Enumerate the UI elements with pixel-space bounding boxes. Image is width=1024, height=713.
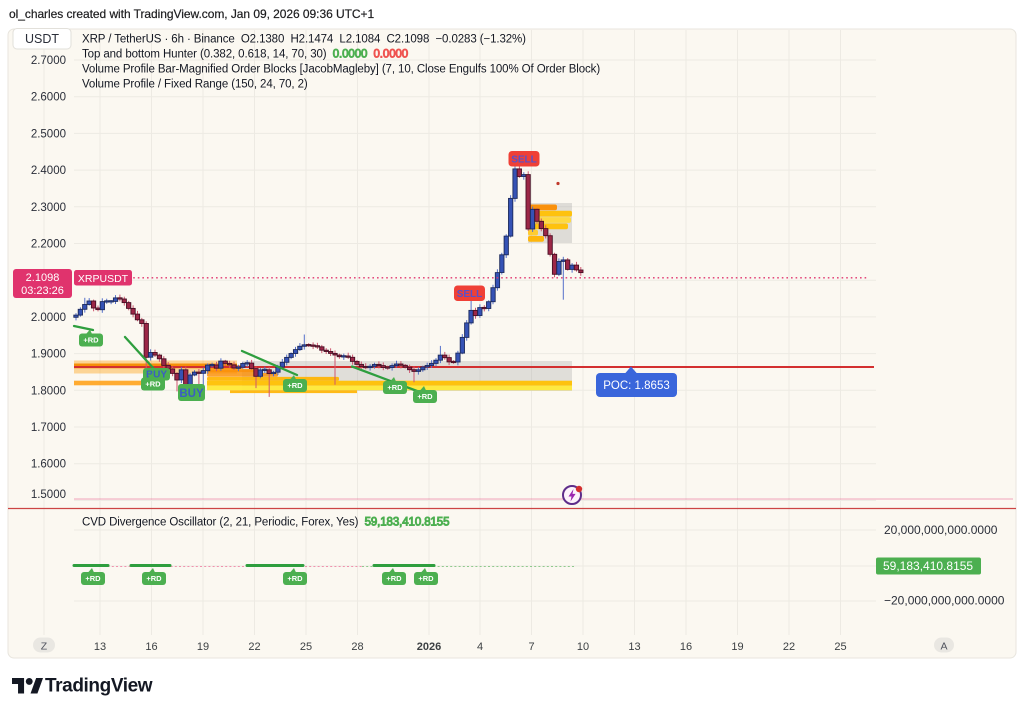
svg-text:POC: 1.8653: POC: 1.8653 — [603, 380, 669, 392]
svg-text:2026: 2026 — [417, 641, 441, 653]
svg-text:+RD: +RD — [83, 336, 99, 345]
svg-text:7: 7 — [528, 641, 534, 653]
svg-text:59,183,410.8155: 59,183,410.8155 — [883, 559, 973, 573]
svg-text:2.2000: 2.2000 — [31, 239, 66, 251]
svg-text:+RD: +RD — [85, 574, 101, 583]
svg-text:−20,000,000,000.0000: −20,000,000,000.0000 — [884, 594, 1005, 608]
svg-text:1.5000: 1.5000 — [31, 489, 66, 501]
svg-text:1.6000: 1.6000 — [31, 459, 66, 471]
svg-text:28: 28 — [351, 641, 363, 653]
svg-text:BUY: BUY — [179, 388, 204, 400]
svg-text:XRP / TetherUS · 6h · Binance: XRP / TetherUS · 6h · Binance O2.1380 H2… — [82, 34, 526, 46]
svg-text:13: 13 — [94, 641, 106, 653]
svg-text:2.0000: 2.0000 — [31, 312, 66, 324]
svg-text:A: A — [940, 641, 947, 653]
svg-text:Top and bottom Hunter (0.382,: Top and bottom Hunter (0.382, 0.618, 14,… — [82, 49, 408, 61]
svg-text:BUY: BUY — [146, 370, 167, 381]
svg-text:16: 16 — [145, 641, 157, 653]
svg-text:22: 22 — [248, 641, 260, 653]
svg-text:2.4000: 2.4000 — [31, 165, 66, 177]
svg-text:25: 25 — [300, 641, 312, 653]
svg-text:USDT: USDT — [25, 32, 59, 46]
svg-text:Volume Profile Bar-Magnified O: Volume Profile Bar-Magnified Order Block… — [82, 64, 600, 76]
svg-text:+RD: +RD — [386, 574, 402, 583]
svg-text:+RD: +RD — [287, 381, 303, 390]
svg-text:19: 19 — [731, 641, 743, 653]
svg-text:22: 22 — [783, 641, 795, 653]
svg-text:16: 16 — [680, 641, 692, 653]
svg-text:1.8000: 1.8000 — [31, 385, 66, 397]
svg-text:2.7000: 2.7000 — [31, 55, 66, 67]
svg-text:Volume Profile / Fixed Range (: Volume Profile / Fixed Range (150, 24, 7… — [82, 79, 308, 91]
svg-text:Z: Z — [41, 641, 48, 653]
svg-text:SELL: SELL — [457, 289, 483, 300]
svg-text:25: 25 — [834, 641, 846, 653]
svg-text:+RD: +RD — [418, 574, 434, 583]
svg-text:2.5000: 2.5000 — [31, 128, 66, 140]
svg-text:10: 10 — [577, 641, 589, 653]
svg-text:4: 4 — [477, 641, 483, 653]
svg-text:+RD: +RD — [287, 574, 303, 583]
svg-text:+RD: +RD — [417, 392, 433, 401]
svg-text:CVD Divergence Oscillator (2,: CVD Divergence Oscillator (2, 21, Period… — [82, 517, 449, 529]
svg-text:03:23:26: 03:23:26 — [21, 285, 64, 297]
svg-text:TradingView: TradingView — [45, 675, 153, 696]
svg-text:13: 13 — [628, 641, 640, 653]
svg-text:2.6000: 2.6000 — [31, 92, 66, 104]
svg-text:XRPUSDT: XRPUSDT — [78, 273, 129, 285]
svg-text:20,000,000,000.0000: 20,000,000,000.0000 — [884, 523, 998, 537]
svg-text:2.1098: 2.1098 — [26, 272, 60, 284]
svg-text:+RD: +RD — [145, 380, 161, 389]
svg-text:SELL: SELL — [511, 154, 537, 165]
svg-text:+RD: +RD — [387, 383, 403, 392]
svg-text:2.3000: 2.3000 — [31, 202, 66, 214]
svg-text:ol_charles created with Tradin: ol_charles created with TradingView.com,… — [9, 7, 374, 21]
svg-text:+RD: +RD — [146, 574, 162, 583]
svg-text:19: 19 — [197, 641, 209, 653]
svg-text:1.9000: 1.9000 — [31, 349, 66, 361]
svg-text:1.7000: 1.7000 — [31, 422, 66, 434]
